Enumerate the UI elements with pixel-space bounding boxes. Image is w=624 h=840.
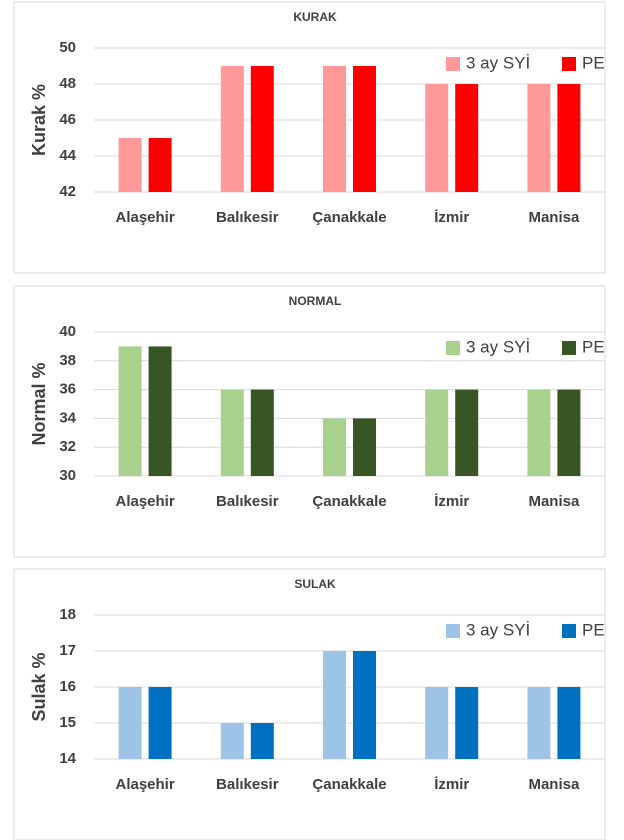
legend-label: 3 ay SYİ <box>466 53 530 72</box>
y-tick-label: 18 <box>59 606 76 623</box>
bar <box>425 389 449 476</box>
bar <box>323 66 346 192</box>
bar <box>557 84 581 192</box>
y-tick-label: 46 <box>59 111 76 128</box>
bar <box>527 84 551 192</box>
x-tick-label: Alaşehir <box>115 209 174 226</box>
panel <box>13 1 606 274</box>
y-tick-label: 40 <box>59 323 76 340</box>
bar <box>323 651 346 759</box>
legend-swatch <box>446 624 460 638</box>
y-tick-label: 16 <box>59 678 76 695</box>
bar <box>425 84 449 192</box>
bar <box>250 723 274 759</box>
legend-swatch <box>562 341 576 355</box>
y-tick-label: 38 <box>59 352 76 369</box>
y-tick-label: 42 <box>59 183 76 200</box>
legend-label: 3 ay SYİ <box>466 337 530 356</box>
legend-label: PE <box>582 53 605 72</box>
y-tick-label: 17 <box>59 642 76 659</box>
legend-swatch <box>446 57 460 71</box>
x-tick-label: İzmir <box>434 209 469 226</box>
bar <box>220 66 244 192</box>
y-axis-label: Sulak % <box>29 652 49 721</box>
bar <box>250 66 274 192</box>
y-axis-label: Kurak % <box>29 84 49 156</box>
y-tick-label: 14 <box>59 750 76 767</box>
bar <box>557 687 581 759</box>
y-tick-label: 32 <box>59 438 76 455</box>
bar <box>425 687 449 759</box>
x-tick-label: Balıkesir <box>216 209 279 226</box>
bar <box>148 687 172 759</box>
legend-swatch <box>562 57 576 71</box>
x-tick-label: Manisa <box>528 493 580 510</box>
x-tick-label: Alaşehir <box>115 493 174 510</box>
y-tick-label: 44 <box>59 147 76 164</box>
chart-title: NORMAL <box>289 294 342 308</box>
bar <box>148 346 172 476</box>
y-tick-label: 34 <box>59 409 76 426</box>
y-axis-label: Normal % <box>29 362 49 445</box>
bar <box>220 723 244 759</box>
x-tick-label: İzmir <box>434 493 469 510</box>
y-tick-label: 48 <box>59 75 76 92</box>
bar <box>527 687 551 759</box>
bar <box>455 389 479 476</box>
y-tick-label: 50 <box>59 39 76 56</box>
x-tick-label: Çanakkale <box>312 776 386 793</box>
bar <box>118 687 142 759</box>
x-tick-label: İzmir <box>434 776 469 793</box>
legend-swatch <box>562 624 576 638</box>
legend-label: 3 ay SYİ <box>466 620 530 639</box>
bar <box>557 389 581 476</box>
panel <box>13 568 606 840</box>
legend-label: PE <box>582 620 605 639</box>
x-tick-label: Alaşehir <box>115 776 174 793</box>
bar <box>118 346 142 476</box>
chart-title: SULAK <box>294 577 336 591</box>
x-tick-label: Balıkesir <box>216 493 279 510</box>
bar <box>353 418 376 476</box>
legend-label: PE <box>582 337 605 356</box>
x-tick-label: Çanakkale <box>312 209 386 226</box>
bar <box>118 138 142 192</box>
y-tick-label: 15 <box>59 714 76 731</box>
y-tick-label: 36 <box>59 381 76 398</box>
bar <box>455 687 479 759</box>
bar <box>220 389 244 476</box>
x-tick-label: Çanakkale <box>312 493 386 510</box>
bar <box>353 66 376 192</box>
y-tick-label: 30 <box>59 467 76 484</box>
bar <box>353 651 376 759</box>
bar <box>148 138 172 192</box>
x-tick-label: Manisa <box>528 209 580 226</box>
legend-swatch <box>446 341 460 355</box>
chart-title: KURAK <box>293 10 337 24</box>
x-tick-label: Manisa <box>528 776 580 793</box>
x-tick-label: Balıkesir <box>216 776 279 793</box>
bar <box>323 418 346 476</box>
bar <box>455 84 479 192</box>
bar <box>250 389 274 476</box>
bar <box>527 389 551 476</box>
panel <box>13 285 606 558</box>
